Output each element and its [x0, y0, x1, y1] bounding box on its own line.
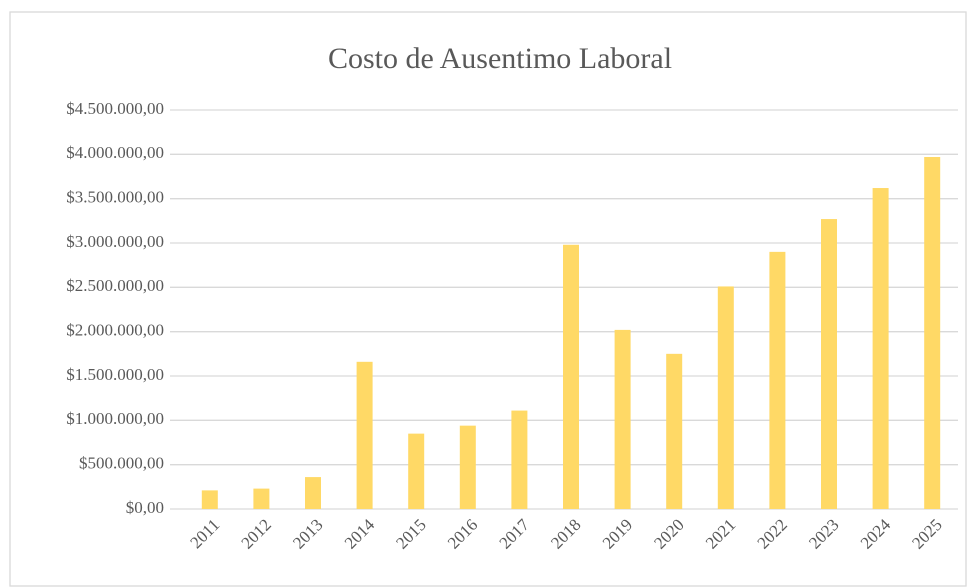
bar	[872, 188, 889, 509]
y-tick-label: $3.500.000,00	[66, 188, 164, 207]
y-tick-label: $4.500.000,00	[66, 99, 164, 118]
bar	[253, 488, 270, 509]
bar	[769, 251, 786, 509]
bar	[717, 286, 734, 509]
bar	[563, 244, 579, 510]
bar	[201, 490, 218, 509]
bar	[614, 329, 631, 509]
bar	[666, 353, 683, 509]
chart-frame	[9, 11, 967, 587]
chart-title: Costo de Ausentimo Laboral	[328, 42, 672, 75]
y-tick-label: $2.000.000,00	[66, 321, 164, 340]
bar	[459, 425, 476, 509]
y-tick-label: $4.000.000,00	[66, 143, 164, 162]
y-tick-label: $1.000.000,00	[66, 409, 164, 428]
bar	[356, 361, 373, 509]
y-tick-label: $1.500.000,00	[66, 365, 164, 384]
bar	[821, 219, 837, 509]
y-tick-label: $2.500.000,00	[66, 276, 164, 295]
bar	[305, 477, 321, 509]
bar	[924, 156, 941, 509]
bar	[408, 433, 425, 509]
y-tick-label: $0,00	[126, 498, 164, 517]
y-tick-label: $500.000,00	[79, 454, 164, 473]
bar	[511, 410, 528, 509]
y-tick-label: $3.000.000,00	[66, 232, 164, 251]
